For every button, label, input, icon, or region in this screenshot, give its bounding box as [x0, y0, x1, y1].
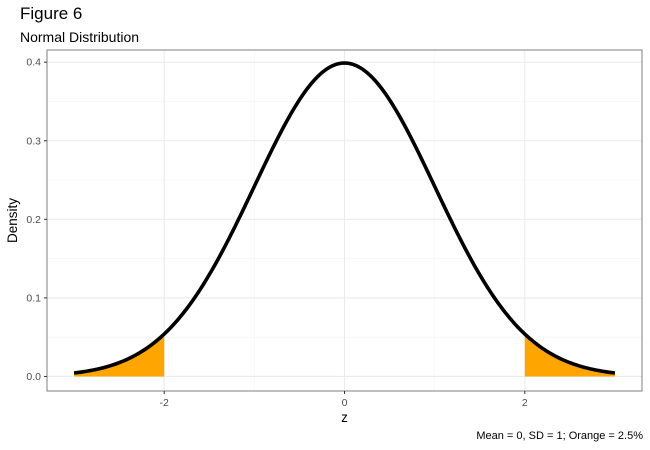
- x-tick-label: 0: [342, 397, 348, 409]
- y-tick-label: 0.4: [26, 57, 41, 69]
- right-tail-area: [524, 334, 615, 377]
- x-axis-title: z: [341, 410, 348, 425]
- density-curve-layer: [73, 61, 616, 375]
- chart-subtitle: Normal Distribution: [20, 29, 140, 45]
- tail-areas: [74, 334, 615, 377]
- x-tick-label: 2: [522, 397, 528, 409]
- x-tick-label: -2: [160, 397, 169, 409]
- y-tick-label: 0.1: [26, 292, 41, 304]
- grid: [47, 50, 642, 391]
- y-axis-title: Density: [5, 198, 20, 243]
- axis-ticks: -2 0 2 0.0 0.1 0.2 0.3 0.4: [26, 57, 527, 409]
- y-tick-label: 0.3: [26, 135, 41, 147]
- y-tick-label: 0.2: [26, 214, 41, 226]
- left-tail-area: [74, 334, 165, 377]
- density-curve: [73, 61, 616, 375]
- chart-caption: Mean = 0, SD = 1; Orange = 2.5%: [476, 430, 643, 442]
- y-tick-label: 0.0: [26, 371, 41, 383]
- chart-title: Figure 6: [20, 4, 83, 23]
